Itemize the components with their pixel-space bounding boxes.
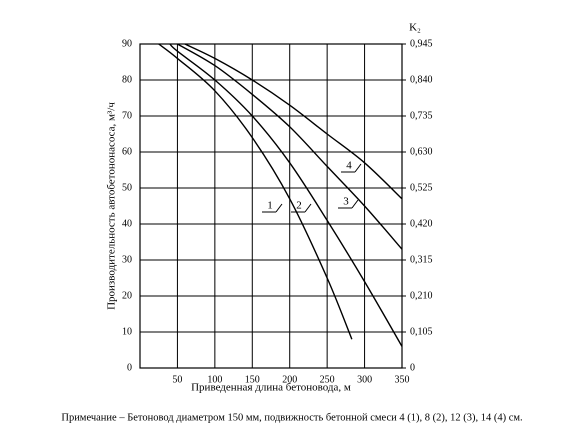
y-tick-label: 80 xyxy=(122,74,132,85)
label-leader xyxy=(354,163,362,173)
x-tick-label: 250 xyxy=(320,374,335,385)
y2-tick-label: 0,945 xyxy=(410,38,433,49)
line-series xyxy=(158,43,353,340)
y-tick-label: 40 xyxy=(122,218,132,229)
y2-tick-label: 0,315 xyxy=(410,254,433,265)
label-leader xyxy=(304,203,312,213)
y2-tick-label: 0,105 xyxy=(410,326,433,337)
note: Примечание – Бетоновод диаметром 150 мм,… xyxy=(61,412,522,423)
y2-tick-label: 0,735 xyxy=(410,110,433,121)
y-axis-label: Производительность автобетононасоса, м³/… xyxy=(106,102,118,310)
x-tick-label: 300 xyxy=(357,374,372,385)
y2-tick-label: 0,210 xyxy=(410,290,433,301)
line-series xyxy=(184,43,403,200)
label-leader xyxy=(351,199,359,209)
y2-axis-label: K₂ xyxy=(409,22,421,34)
y2-tick-label: 0,420 xyxy=(410,218,433,229)
series-label: 1 xyxy=(267,200,273,212)
line-series xyxy=(177,43,403,250)
y-tick-label: 50 xyxy=(122,182,132,193)
x-tick-label: 150 xyxy=(245,374,260,385)
y2-tick-label: 0 xyxy=(410,362,415,373)
series-label: 4 xyxy=(346,160,352,172)
y-tick-label: 90 xyxy=(122,38,132,49)
plot-frame xyxy=(139,43,403,369)
y-tick-label: 20 xyxy=(122,290,132,301)
x-tick-label: 200 xyxy=(282,374,297,385)
x-tick-label: 50 xyxy=(172,374,182,385)
series-label: 2 xyxy=(296,200,302,212)
line-series xyxy=(169,43,403,347)
series-label: 3 xyxy=(343,196,349,208)
y-tick-label: 30 xyxy=(122,254,132,265)
x-axis-label: Приведенная длина бетоновода, м xyxy=(191,382,351,394)
y2-tick-label: 0,525 xyxy=(410,182,433,193)
y2-tick-label: 0,840 xyxy=(410,74,433,85)
x-tick-label: 350 xyxy=(395,374,410,385)
y-tick-label: 10 xyxy=(122,326,132,337)
y2-tick-label: 0,630 xyxy=(410,146,433,157)
label-leader xyxy=(275,203,283,213)
y-tick-label: 0 xyxy=(127,362,132,373)
x-tick-label: 100 xyxy=(207,374,222,385)
y-tick-label: 70 xyxy=(122,110,132,121)
y-tick-label: 60 xyxy=(122,146,132,157)
